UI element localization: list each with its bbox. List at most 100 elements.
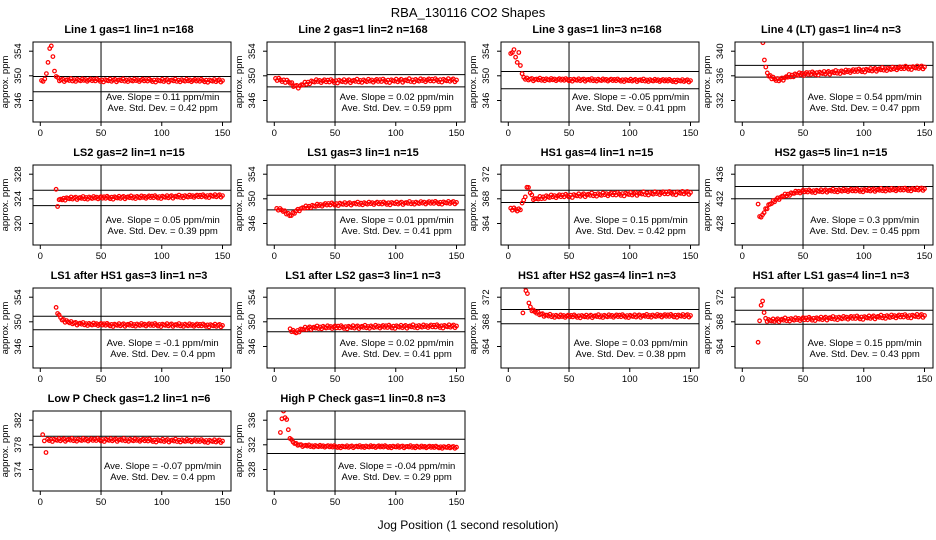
x-tick-label: 150 (683, 251, 699, 262)
y-tick-label: 336 (715, 68, 726, 84)
y-tick-label: 378 (13, 437, 24, 453)
stats-annotation: Ave. Slope = 0.03 ppm/min (574, 338, 688, 349)
y-tick-label: 346 (13, 339, 24, 355)
y-axis-label: approx. ppm (702, 302, 713, 355)
stats-annotation: Ave. Std. Dev. = 0.45 ppm (810, 226, 920, 237)
y-tick-label: 372 (715, 289, 726, 305)
data-points (53, 186, 225, 209)
x-tick-label: 0 (740, 128, 745, 139)
y-axis-label: approx. ppm (468, 179, 479, 232)
x-tick-label: 0 (506, 128, 511, 139)
x-tick-label: 50 (564, 251, 575, 262)
y-tick-label: 382 (13, 412, 24, 428)
x-tick-label: 50 (330, 251, 341, 262)
panel-title: HS1 after LS1 gas=4 lin=1 n=3 (752, 270, 910, 282)
x-tick-label: 0 (506, 374, 511, 385)
y-tick-label: 354 (13, 43, 24, 59)
reference-lines (735, 288, 933, 368)
x-axis-label: Jog Position (1 second resolution) (377, 518, 559, 532)
y-axis-label: approx. ppm (0, 179, 11, 232)
panel-title: LS1 gas=3 lin=1 n=15 (307, 147, 419, 159)
stats-annotation: Ave. Slope = 0.05 ppm/min (106, 215, 220, 226)
x-tick-label: 150 (215, 374, 231, 385)
y-axis-label: approx. ppm (468, 302, 479, 355)
x-tick-label: 100 (622, 251, 638, 262)
y-axis-label: approx. ppm (234, 302, 245, 355)
stats-annotation: Ave. Std. Dev. = 0.39 ppm (108, 226, 218, 237)
stats-annotation: Ave. Slope = 0.15 ppm/min (574, 215, 688, 226)
plot-box (266, 164, 466, 246)
stats-annotation: Ave. Slope = -0.1 ppm/min (107, 338, 219, 349)
panel-title: LS1 after HS1 gas=3 lin=1 n=3 (50, 270, 208, 282)
panel-ls1-after-ls2: LS1 after LS2 gas=3 lin=1 n=3 0 50 100 150 3… (234, 269, 468, 390)
x-tick-label: 150 (449, 374, 465, 385)
x-tick-label: 100 (388, 128, 404, 139)
panel-high-p-check: High P Check gas=1 lin=0.8 n=3 0 50 100 150… (234, 392, 468, 513)
plot-box (32, 41, 232, 123)
panel-line-3: Line 3 gas=1 lin=3 n=168 0 50 100 150 346 350… (468, 23, 702, 144)
y-tick-label: 346 (481, 93, 492, 109)
data-points (520, 288, 693, 321)
x-tick-label: 50 (330, 497, 341, 508)
data-points (508, 184, 693, 214)
panel-title: HS1 gas=4 lin=1 n=15 (540, 147, 654, 159)
x-tick-label: 50 (96, 128, 107, 139)
panel-line-1: Line 1 gas=1 lin=1 n=168 0 50 100 150 346 350… (0, 23, 234, 144)
y-axis-label: approx. ppm (234, 56, 245, 109)
y-tick-label: 364 (481, 216, 492, 232)
x-tick-label: 150 (449, 128, 465, 139)
x-tick-label: 50 (96, 251, 107, 262)
stats-annotation: Ave. Std. Dev. = 0.41 ppm (342, 349, 452, 360)
y-tick-label: 374 (13, 462, 24, 478)
x-tick-label: 50 (96, 374, 107, 385)
stats-annotation: Ave. Slope = 0.01 ppm/min (340, 215, 454, 226)
stats-annotation: Ave. Std. Dev. = 0.38 ppm (576, 349, 686, 360)
data-points (755, 298, 927, 345)
panel-title: HS1 after HS2 gas=4 lin=1 n=3 (517, 270, 677, 282)
panel-title: Line 2 gas=1 lin=2 n=168 (298, 24, 428, 36)
y-tick-label: 350 (13, 314, 24, 330)
x-tick-label: 0 (272, 251, 277, 262)
y-tick-label: 350 (13, 68, 24, 84)
y-tick-label: 436 (715, 166, 726, 182)
y-tick-label: 354 (247, 289, 258, 305)
panel-title: HS2 gas=5 lin=1 n=15 (774, 147, 888, 159)
panel-title: LS1 after LS2 gas=3 lin=1 n=3 (285, 270, 441, 282)
plot-box (734, 287, 934, 369)
y-tick-label: 340 (715, 43, 726, 59)
x-tick-label: 100 (856, 128, 872, 139)
y-axis-label: approx. ppm (702, 179, 713, 232)
y-tick-label: 354 (247, 166, 258, 182)
panel-line-4-lt: Line 4 (LT) gas=1 lin=4 n=3 0 50 100 150 332… (702, 23, 936, 144)
plot-box (32, 287, 232, 369)
stats-annotation: Ave. Std. Dev. = 0.47 ppm (810, 103, 920, 114)
x-tick-label: 0 (38, 374, 43, 385)
x-tick-label: 0 (272, 497, 277, 508)
x-tick-label: 0 (740, 251, 745, 262)
y-tick-label: 368 (481, 191, 492, 207)
stats-annotation: Ave. Slope = -0.07 ppm/min (104, 461, 221, 472)
y-tick-label: 332 (247, 437, 258, 453)
stats-annotation: Ave. Std. Dev. = 0.4 ppm (110, 349, 215, 360)
data-points (273, 75, 459, 91)
panel-line-2: Line 2 gas=1 lin=2 n=168 0 50 100 150 346 350… (234, 23, 468, 144)
stats-annotation: Ave. Slope = -0.04 ppm/min (338, 461, 455, 472)
y-tick-label: 328 (247, 462, 258, 478)
x-tick-label: 0 (38, 497, 43, 508)
x-tick-label: 150 (683, 374, 699, 385)
y-tick-label: 372 (481, 166, 492, 182)
y-tick-label: 428 (715, 216, 726, 232)
x-tick-label: 50 (564, 128, 575, 139)
panel-hs1: HS1 gas=4 lin=1 n=15 0 50 100 150 364 368 372 a… (468, 146, 702, 267)
x-tick-label: 150 (215, 497, 231, 508)
x-tick-label: 100 (154, 128, 170, 139)
panel-ls2: LS2 gas=2 lin=1 n=15 0 50 100 150 320 324 328 a… (0, 146, 234, 267)
stats-annotation: Ave. Std. Dev. = 0.42 ppm (576, 226, 686, 237)
reference-lines (33, 288, 231, 368)
